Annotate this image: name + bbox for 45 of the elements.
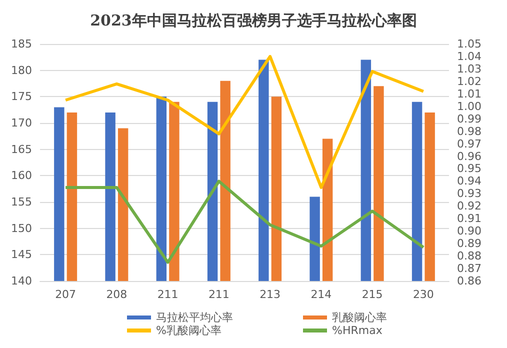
line-series xyxy=(64,54,425,189)
y-tick-label: 140 xyxy=(11,274,32,288)
y2-tick-label: 0.97 xyxy=(457,137,482,150)
x-tick-label: 215 xyxy=(362,288,383,301)
legend-label: %乳酸阈心率 xyxy=(156,324,222,337)
y2-tick-label: 1.04 xyxy=(457,50,482,63)
y2-tick-label: 0.93 xyxy=(457,187,482,200)
y2-tick-label: 1.05 xyxy=(457,38,482,50)
y-tick-label: 155 xyxy=(11,196,32,208)
y-tick-label: 160 xyxy=(11,169,32,182)
x-tick-label: 208 xyxy=(106,288,128,301)
x-tick-label: 207 xyxy=(55,288,76,301)
legend-label: 马拉松平均心率 xyxy=(156,311,233,324)
y2-tick-label: 1.03 xyxy=(457,62,482,76)
y2-tick-label: 0.98 xyxy=(457,124,482,138)
y2-tick-label: 0.99 xyxy=(457,112,482,126)
y2-tick-label: 1.01 xyxy=(457,87,482,100)
y2-tick-label: 0.87 xyxy=(457,262,482,276)
y-tick-label: 175 xyxy=(11,90,32,104)
y-tick-label: 145 xyxy=(11,248,32,262)
x-tick-label: 214 xyxy=(310,288,332,301)
x-tick-label: 211 xyxy=(208,288,230,301)
y-tick-label: 150 xyxy=(11,222,32,235)
y2-tick-label: 1.00 xyxy=(457,100,482,113)
legend-label: 乳酸阈心率 xyxy=(332,311,387,324)
y2-tick-label: 0.96 xyxy=(457,150,482,163)
y2-tick-label: 0.86 xyxy=(457,274,482,288)
y2-tick-label: 0.94 xyxy=(457,174,482,188)
x-tick-label: 213 xyxy=(260,288,281,301)
y2-tick-label: 0.88 xyxy=(457,250,482,263)
y-tick-label: 185 xyxy=(11,38,32,50)
y-tick-label: 180 xyxy=(11,64,32,77)
x-tick-label: 230 xyxy=(412,288,434,301)
legend-label: %HRmax xyxy=(332,324,383,337)
y-tick-label: 170 xyxy=(11,116,32,130)
y2-tick-label: 0.91 xyxy=(457,212,482,226)
chart-title: 2023年中国马拉松百强榜男子选手马拉松心率图 xyxy=(90,12,417,30)
y2-tick-label: 1.02 xyxy=(457,74,482,88)
y2-tick-label: 0.89 xyxy=(457,237,482,250)
y2-tick-label: 0.90 xyxy=(457,224,482,238)
line-series xyxy=(64,180,425,264)
y2-tick-label: 0.95 xyxy=(457,162,482,176)
y-tick-label: 165 xyxy=(11,142,32,156)
x-tick-label: 211 xyxy=(157,288,178,301)
y2-tick-label: 0.92 xyxy=(457,200,482,213)
